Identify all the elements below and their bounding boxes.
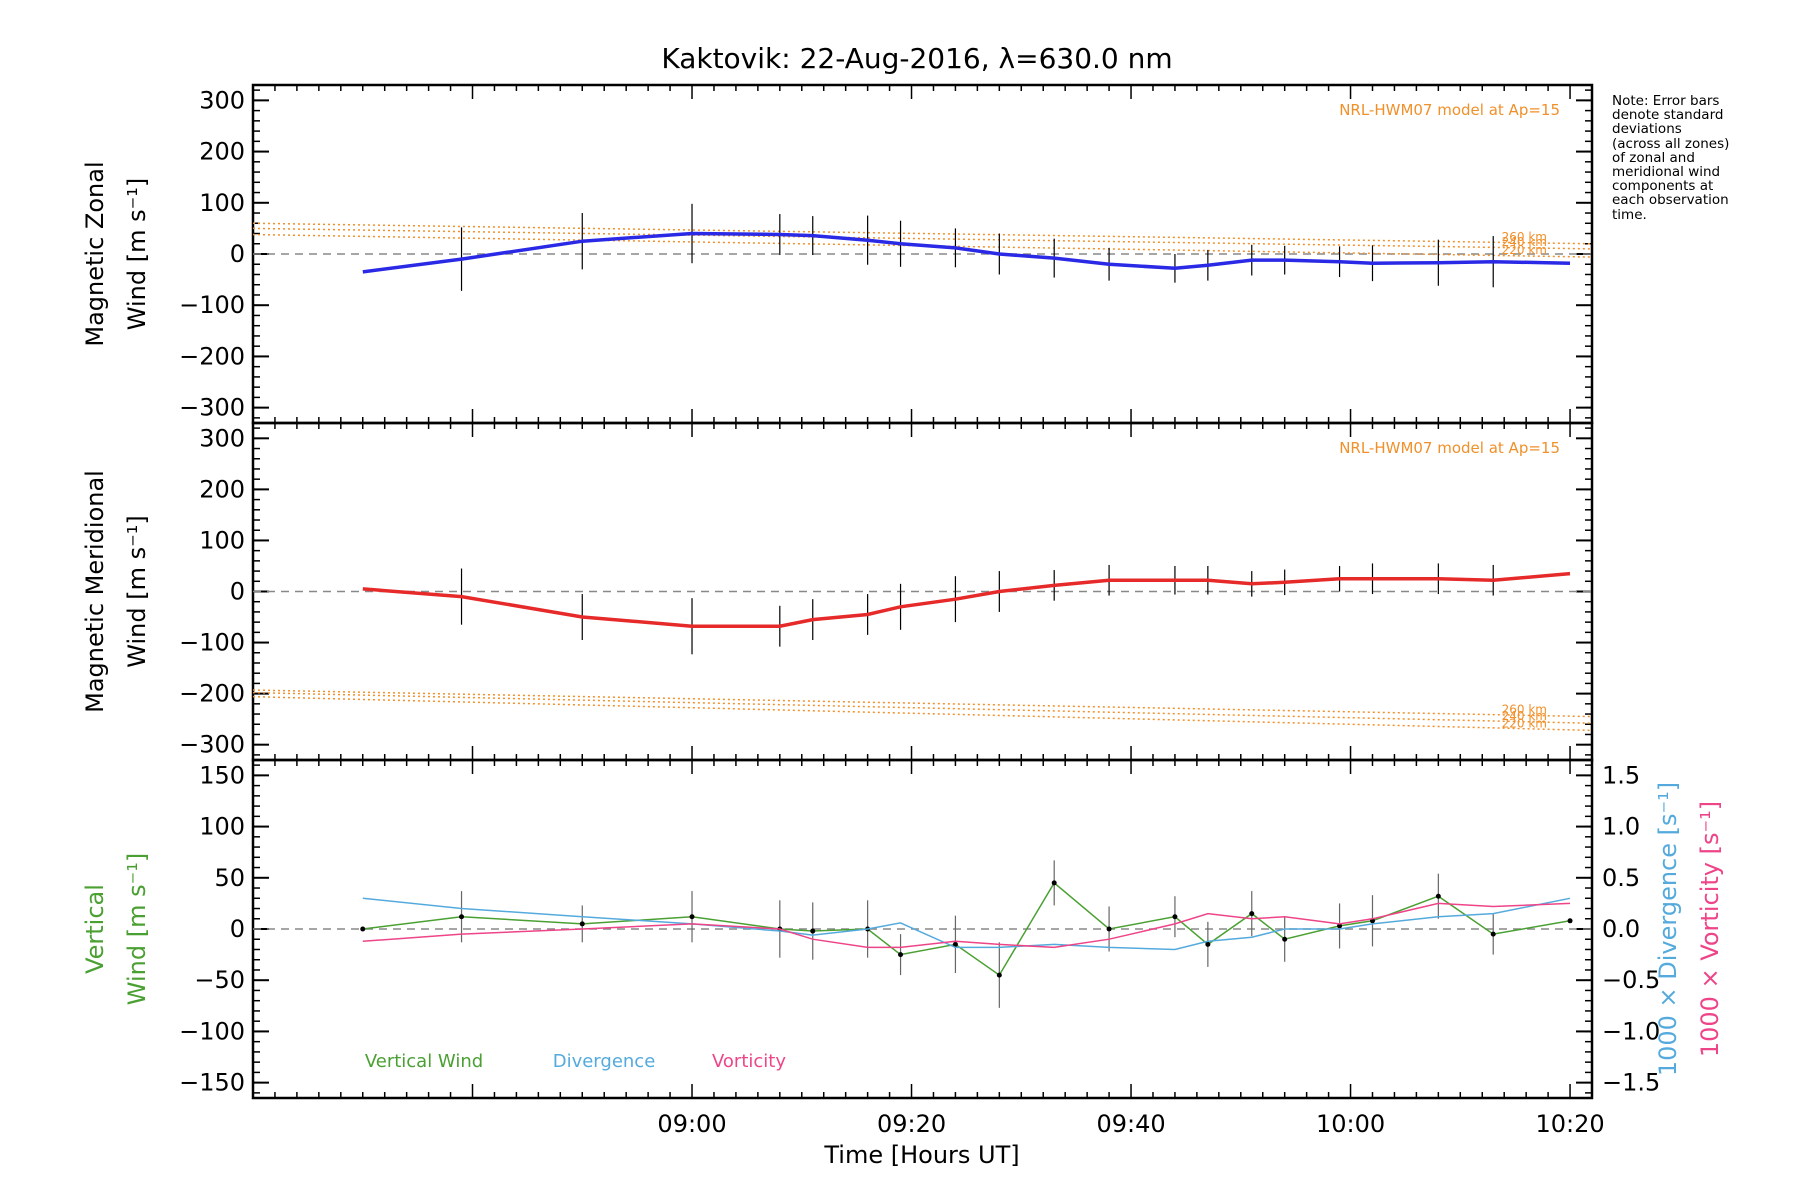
y-axis-title-line2: Wind [m s⁻¹] (123, 853, 151, 1005)
y-tick-label: 0 (230, 578, 245, 606)
data-point (689, 914, 695, 920)
x-tick-label: 09:20 (877, 1110, 946, 1138)
y-tick-label: 0 (230, 915, 245, 943)
model-line-label: 240 km (1502, 709, 1547, 723)
model-line-label: 240 km (1502, 235, 1547, 249)
model-label: NRL-HWM07 model at Ap=15 (1339, 439, 1560, 457)
panel-zonal: 300 200 100 0 −100 −200 −300 Magnetic Zonal Wind… (81, 83, 1594, 425)
model-line (252, 222, 1593, 245)
y2-tick-label: 1.5 (1602, 761, 1640, 789)
y-tick-label: 300 (199, 424, 245, 452)
data-point (360, 926, 366, 932)
data-point (952, 941, 958, 947)
y2-tick-label: 0.0 (1602, 915, 1640, 943)
data-point (459, 914, 465, 920)
model-line (252, 695, 1593, 732)
data-point (1249, 911, 1255, 917)
panel-vertical: 150 100 50 0 −50 −100 −150 Vertical Wind [m s⁻¹]… (81, 758, 1724, 1169)
data-point (1051, 880, 1057, 886)
y2-axis-title-divergence: 1000 × Divergence [s⁻¹] (1654, 782, 1682, 1076)
series-line (362, 231, 1571, 274)
y-tick-label: −300 (179, 394, 245, 422)
y2-tick-label: 1.0 (1602, 813, 1640, 841)
legend-item: Vorticity (712, 1051, 786, 1072)
y-tick-label: −300 (179, 731, 245, 759)
y2-tick-label: −1.5 (1602, 1069, 1660, 1097)
data-point (898, 952, 904, 958)
legend-item: Vertical Wind (365, 1051, 483, 1072)
data-point (810, 928, 816, 934)
data-point (1567, 918, 1573, 924)
x-tick-label: 09:00 (657, 1110, 726, 1138)
y-tick-label: 100 (199, 189, 245, 217)
data-point (1337, 923, 1343, 929)
y-tick-label: 150 (199, 761, 245, 789)
model-line-label: 220 km (1502, 243, 1547, 257)
y-tick-label: −100 (179, 291, 245, 319)
x-axis-title: Time [Hours UT] (823, 1141, 1019, 1169)
y-axis-title-line2: Wind [m s⁻¹] (123, 178, 151, 330)
y-tick-label: −200 (179, 680, 245, 708)
data-point (1205, 941, 1211, 947)
series-line (362, 902, 1571, 949)
chart-title: Kaktovik: 22-Aug-2016, λ=630.0 nm (661, 42, 1172, 75)
model-label: NRL-HWM07 model at Ap=15 (1339, 101, 1560, 119)
data-point (996, 972, 1002, 978)
y-tick-label: −100 (179, 1017, 245, 1045)
legend-item: Divergence (553, 1051, 656, 1072)
y-tick-label: −100 (179, 629, 245, 657)
data-point (1490, 931, 1496, 937)
data-point (1282, 936, 1288, 942)
model-line-label: 260 km (1502, 230, 1547, 244)
y-tick-label: 200 (199, 475, 245, 503)
model-line (252, 227, 1593, 250)
panels: 300 200 100 0 −100 −200 −300 Magnetic Zonal Wind… (81, 83, 1724, 1169)
data-point (1106, 926, 1112, 932)
model-line (252, 689, 1593, 718)
data-point (579, 921, 585, 927)
model-line-label: 260 km (1502, 703, 1547, 717)
y-axis-title-line1: Magnetic Zonal (81, 161, 109, 346)
error-bar-note: Note: Error bars denote standard deviati… (1612, 93, 1730, 223)
x-tick-label: 10:20 (1535, 1110, 1604, 1138)
model-line-label: 220 km (1502, 716, 1547, 730)
y-tick-label: −200 (179, 342, 245, 370)
y-axis-title-line2: Wind [m s⁻¹] (123, 515, 151, 667)
y-tick-label: 200 (199, 138, 245, 166)
x-tick-label: 09:40 (1096, 1110, 1165, 1138)
y-tick-label: −50 (194, 966, 245, 994)
y2-tick-label: 0.5 (1602, 864, 1640, 892)
y-tick-label: 100 (199, 813, 245, 841)
y-tick-label: 50 (214, 864, 245, 892)
y-axis-title-line1: Vertical (81, 884, 109, 974)
series-line (362, 571, 1571, 628)
y-axis-title-line1: Magnetic Meridional (81, 470, 109, 713)
y2-tick-label: −1.0 (1602, 1017, 1660, 1045)
data-point (1172, 914, 1178, 920)
y-tick-label: 100 (199, 526, 245, 554)
y-tick-label: 300 (199, 86, 245, 114)
data-point (1435, 893, 1441, 899)
y2-tick-label: −0.5 (1602, 966, 1660, 994)
y2-axis-title-vorticity: 1000 × Vorticity [s⁻¹] (1696, 801, 1724, 1057)
panel-meridional: 300 200 100 0 −100 −200 −300 Magnetic Meridiona… (81, 421, 1594, 762)
model-line (252, 691, 1593, 724)
x-tick-label: 10:00 (1316, 1110, 1385, 1138)
model-line (252, 233, 1593, 258)
y-tick-label: 0 (230, 240, 245, 268)
y-tick-label: −150 (179, 1069, 245, 1097)
